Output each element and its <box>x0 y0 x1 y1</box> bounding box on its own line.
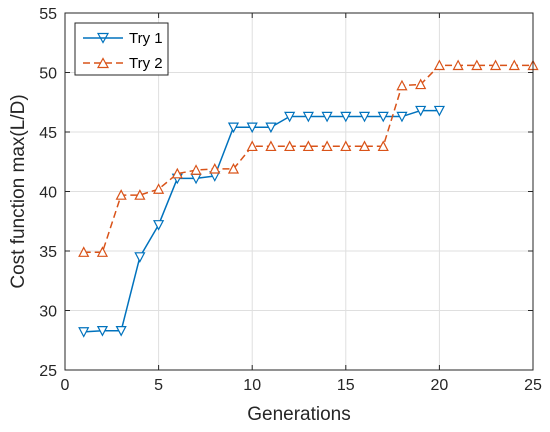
point-try-1 <box>433 105 445 117</box>
point-try-1 <box>78 327 90 338</box>
y-tick-label: 30 <box>39 304 57 321</box>
legend-marker-try-2 <box>96 57 110 69</box>
point-try-2 <box>340 140 352 152</box>
x-tick-label: 0 <box>61 377 70 394</box>
x-tick-label: 15 <box>337 377 355 394</box>
point-try-2 <box>134 189 146 200</box>
point-try-2 <box>246 140 258 152</box>
point-try-1 <box>358 111 371 123</box>
point-try-2 <box>171 167 183 179</box>
point-try-2 <box>377 140 389 152</box>
x-tick-label: 20 <box>431 377 449 394</box>
series-layer <box>78 59 539 338</box>
x-tick-label: 5 <box>154 377 163 394</box>
point-try-1 <box>153 220 165 231</box>
point-try-1 <box>134 252 146 263</box>
point-try-1 <box>415 105 427 117</box>
point-try-2 <box>96 246 109 257</box>
y-tick-label: 35 <box>39 244 57 261</box>
point-try-2 <box>321 140 333 152</box>
y-tick-label: 45 <box>39 125 57 142</box>
series-line-try-1 <box>83 109 440 333</box>
point-try-2 <box>209 163 221 174</box>
point-try-1 <box>227 122 240 134</box>
point-try-1 <box>396 111 408 123</box>
legend-label-try-2: Try 2 <box>129 55 163 72</box>
point-try-2 <box>284 140 296 152</box>
ticks: 0 5 10 15 20 25 25 30 35 40 45 50 55 <box>39 6 542 394</box>
y-tick-label: 40 <box>39 185 57 202</box>
point-try-2 <box>190 164 202 175</box>
point-try-2 <box>153 183 165 194</box>
point-try-1 <box>321 111 333 123</box>
point-try-2 <box>396 79 408 91</box>
point-try-1 <box>284 111 296 123</box>
point-try-1 <box>302 111 314 123</box>
x-tick-label: 25 <box>524 377 542 394</box>
y-tick-label: 55 <box>39 6 57 23</box>
point-try-2 <box>489 59 502 71</box>
point-try-2 <box>471 59 483 71</box>
point-try-2 <box>227 163 240 174</box>
point-try-2 <box>433 59 445 71</box>
legend-marker-try-1 <box>96 32 110 44</box>
point-try-2 <box>302 140 314 152</box>
point-try-2 <box>265 140 277 152</box>
point-try-1 <box>96 325 109 337</box>
point-try-2 <box>78 246 90 257</box>
point-try-1 <box>340 111 352 123</box>
legend-label-try-1: Try 1 <box>129 30 163 47</box>
x-axis-title: Generations <box>247 404 351 425</box>
point-try-2 <box>452 59 464 71</box>
legend-box <box>74 22 169 76</box>
point-try-1 <box>377 111 389 123</box>
x-tick-label: 10 <box>243 377 261 394</box>
y-tick-label: 25 <box>39 363 57 380</box>
point-try-2 <box>358 140 371 152</box>
point-try-2 <box>508 59 520 71</box>
point-try-2 <box>115 189 127 200</box>
y-tick-label: 50 <box>39 66 57 83</box>
point-try-1 <box>246 122 258 134</box>
point-try-2 <box>415 78 427 90</box>
y-axis-title: Cost function max(L/D) <box>8 94 29 288</box>
legend: Try 1 Try 2 <box>74 22 169 76</box>
point-try-1 <box>265 122 277 134</box>
point-try-1 <box>115 325 127 337</box>
